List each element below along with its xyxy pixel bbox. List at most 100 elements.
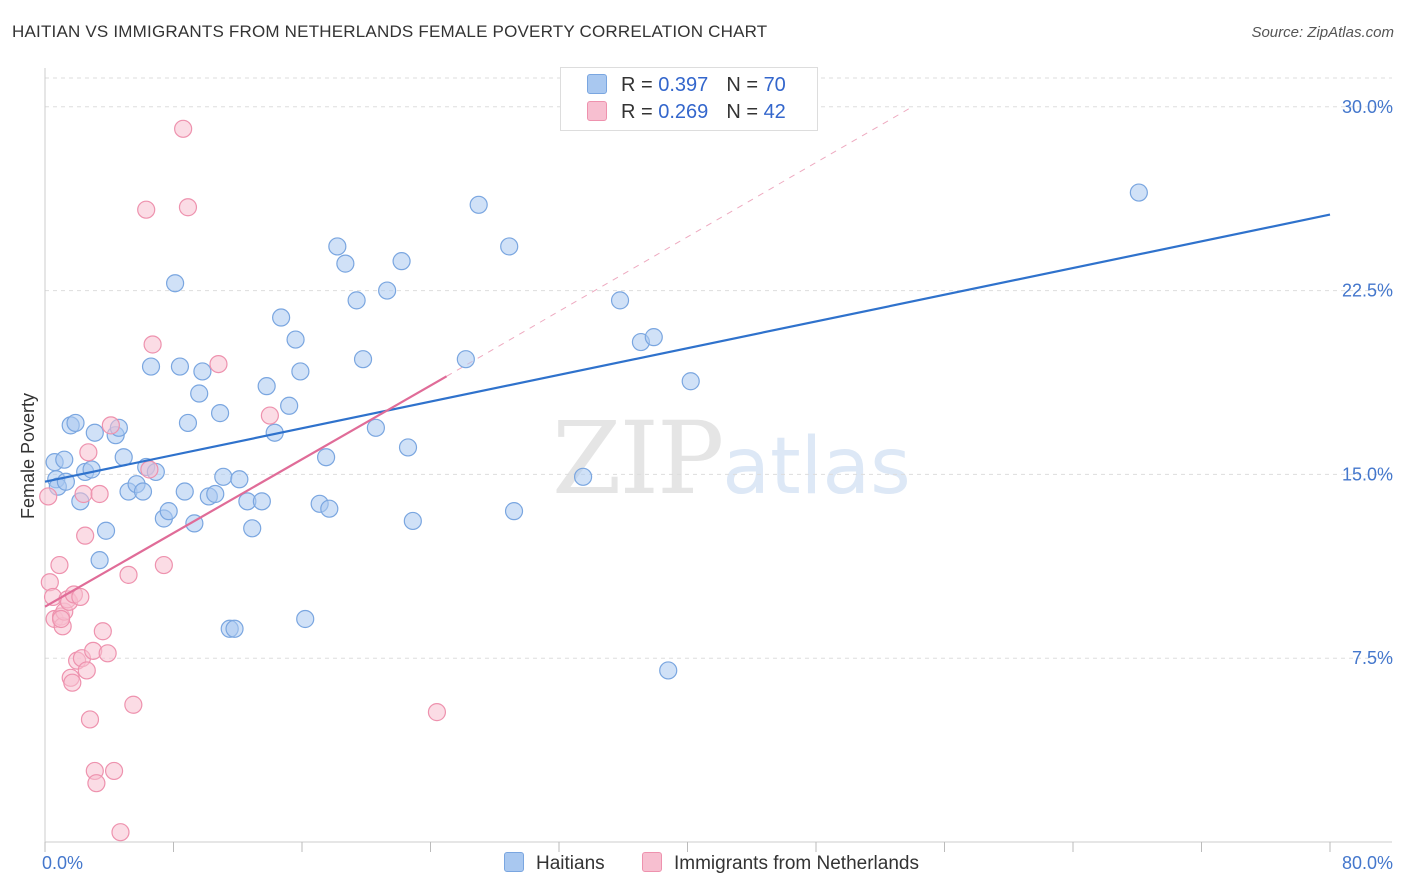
point-haitians [257, 377, 276, 396]
point-netherlands [427, 703, 447, 722]
point-haitians [1129, 183, 1148, 202]
point-netherlands [79, 443, 98, 462]
point-netherlands [174, 119, 193, 138]
point-haitians [193, 362, 212, 381]
point-netherlands [51, 609, 71, 629]
watermark: ZIPatlas [552, 400, 911, 517]
data-points [39, 119, 1148, 842]
point-haitians [230, 470, 249, 489]
y-tick-label: 30.0% [1342, 97, 1393, 117]
point-netherlands [74, 484, 93, 504]
point-haitians [328, 237, 347, 256]
x-tick-label: 80.0% [1342, 853, 1393, 873]
point-haitians [252, 492, 271, 511]
point-haitians [225, 619, 244, 638]
point-netherlands [71, 587, 90, 607]
point-haitians [178, 413, 198, 433]
legend-n-label: N = [726, 74, 764, 96]
tick-labels: 7.5% 15.0% 22.5% 30.0% 0.0% 80.0% [42, 97, 1393, 873]
axes [44, 68, 1392, 852]
trend-extension-netherlands [446, 106, 913, 377]
y-tick-label: 7.5% [1352, 648, 1393, 668]
point-netherlands [76, 526, 95, 545]
point-haitians [90, 551, 109, 570]
legend-label-netherlands: Immigrants from Netherlands [674, 853, 919, 874]
point-haitians [659, 661, 678, 680]
chart-title: HAITIAN VS IMMIGRANTS FROM NETHERLANDS F… [12, 22, 768, 41]
y-axis-label: Female Poverty [18, 393, 38, 519]
legend-swatch-netherlands [587, 101, 607, 121]
point-haitians [573, 467, 593, 486]
point-haitians [398, 438, 418, 457]
legend-item-netherlands: Immigrants from Netherlands [642, 852, 919, 875]
point-haitians [82, 460, 101, 479]
point-netherlands [87, 774, 106, 793]
legend-swatch-netherlands [642, 852, 662, 872]
legend-box: R = 0.397 N = 70 R = 0.269 N = 42 [560, 67, 818, 131]
point-haitians [214, 467, 233, 486]
point-netherlands [137, 200, 156, 219]
x-tick-label: 0.0% [42, 853, 83, 873]
point-haitians [403, 511, 422, 531]
point-haitians [347, 291, 366, 310]
point-haitians [469, 195, 488, 214]
point-haitians [320, 499, 339, 518]
legend-item-haitians: Haitians [504, 852, 605, 875]
legend-n-value: 42 [763, 101, 786, 123]
point-netherlands [93, 622, 112, 641]
point-haitians [681, 372, 700, 391]
legend-n-label: N = [726, 101, 764, 123]
point-haitians [206, 484, 225, 504]
point-haitians [280, 396, 299, 415]
point-haitians [366, 418, 385, 437]
point-haitians [316, 448, 336, 467]
point-haitians [55, 450, 74, 469]
y-tick-label: 15.0% [1342, 464, 1393, 484]
point-haitians [133, 482, 153, 501]
point-haitians [85, 423, 104, 442]
legend-r-label: R = [621, 74, 659, 96]
trend-line-haitians [44, 213, 1331, 483]
point-haitians [66, 413, 85, 433]
legend-r-value: 0.397 [658, 74, 709, 96]
legend-swatch-haitians [504, 852, 524, 872]
legend-label-haitians: Haitians [536, 853, 605, 874]
point-netherlands [119, 565, 138, 584]
point-haitians [96, 521, 116, 540]
point-netherlands [40, 573, 59, 592]
point-haitians [456, 350, 475, 369]
legend-row-netherlands: R = 0.269 N = 42 [587, 101, 786, 125]
point-netherlands [143, 335, 162, 354]
trend-line-netherlands [44, 375, 448, 608]
point-netherlands [104, 761, 124, 781]
point-haitians [190, 384, 209, 403]
legend-n-value: 70 [763, 74, 786, 96]
point-netherlands [111, 823, 130, 842]
point-netherlands [80, 710, 100, 729]
y-tick-label: 22.5% [1342, 281, 1393, 301]
legend-bottom: Haitians Immigrants from Netherlands [0, 852, 1406, 878]
point-haitians [210, 404, 230, 423]
watermark-zip: ZIP [552, 400, 724, 517]
point-netherlands [63, 673, 82, 692]
legend-r-value: 0.269 [658, 101, 709, 123]
point-haitians [175, 482, 194, 501]
point-haitians [392, 252, 411, 271]
point-haitians [500, 237, 519, 256]
source-label: Source: ZipAtlas.com [1251, 24, 1394, 41]
point-netherlands [39, 487, 58, 506]
watermark-atlas: atlas [722, 422, 911, 512]
point-haitians [378, 281, 397, 300]
trend-extension [446, 106, 913, 377]
point-netherlands [260, 406, 279, 425]
point-haitians [291, 362, 310, 381]
point-netherlands [140, 460, 159, 479]
point-haitians [159, 502, 178, 521]
point-haitians [610, 291, 630, 310]
point-netherlands [209, 354, 228, 374]
point-netherlands [154, 555, 173, 575]
point-haitians [336, 254, 355, 273]
point-haitians [243, 519, 262, 538]
point-netherlands [178, 198, 198, 217]
